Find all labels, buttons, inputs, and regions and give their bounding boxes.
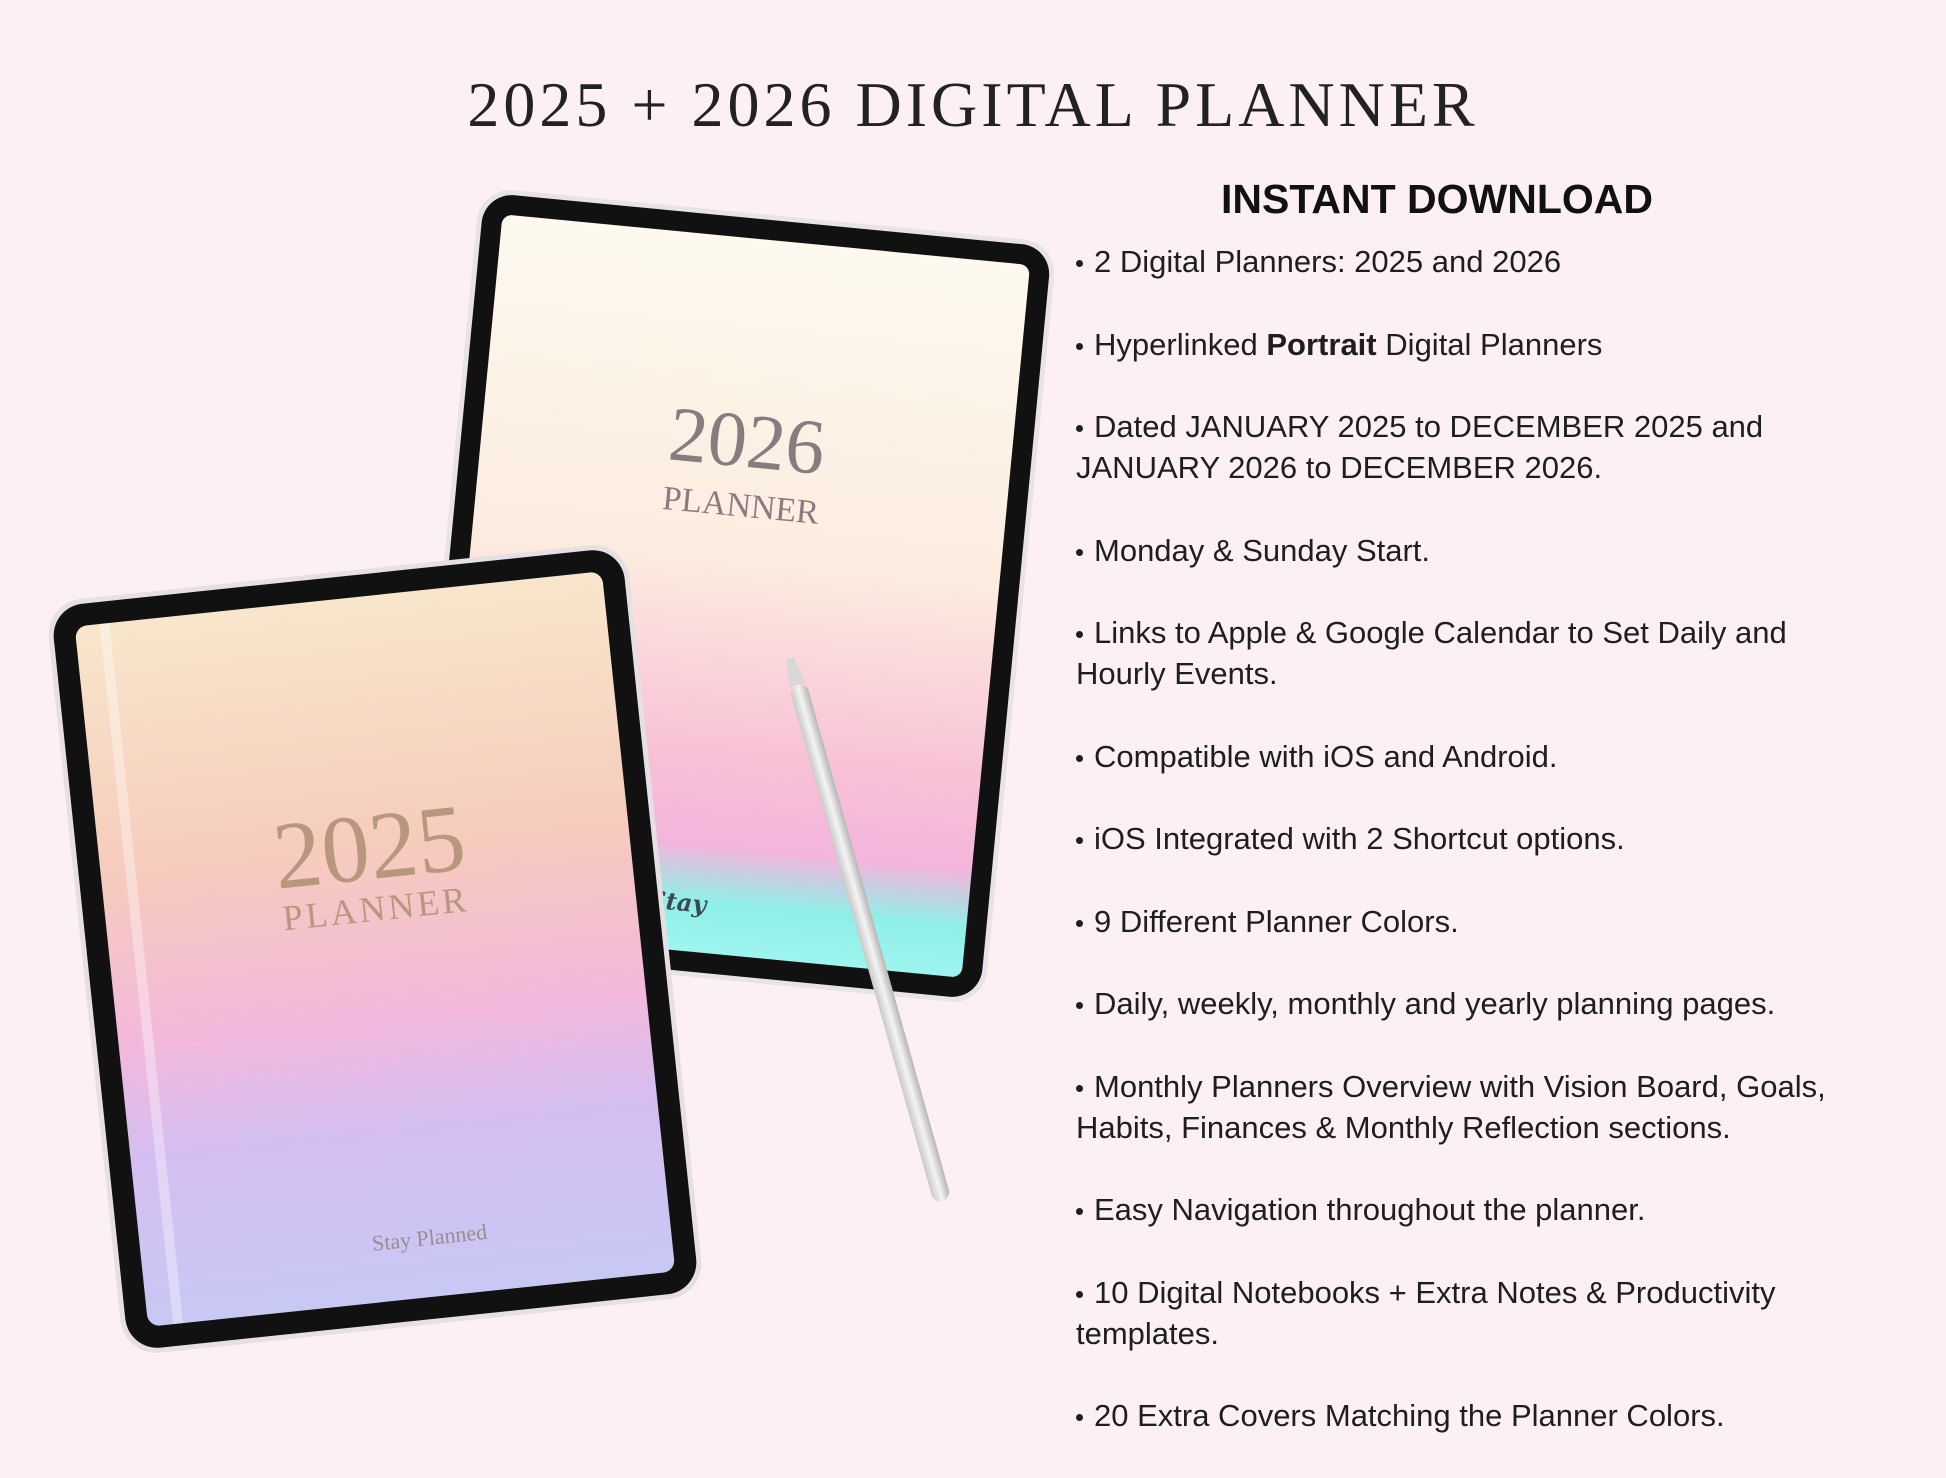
feature-item: Dated JANUARY 2025 to DECEMBER 2025 and J… [1076,406,1826,488]
cover-year: 2025 [268,783,470,909]
bold-text: Portrait [1266,326,1377,362]
bullet [1076,1414,1083,1421]
bullet [1076,1208,1083,1215]
feature-list: 2 Digital Planners: 2025 and 2026 Hyperli… [1076,241,1826,1478]
feature-item: Monthly Planners Overview with Vision Bo… [1076,1066,1826,1148]
feature-text: Links to Apple & Google Calendar to Set … [1094,615,1787,650]
feature-item: Links to Apple & Google Calendar to Set … [1076,612,1826,694]
feature-item: Hyperlinked Portrait Digital Planners [1076,324,1826,365]
feature-text: templates. [1076,1315,1220,1351]
feature-text: 10 Digital Notebooks + Extra Notes & Pro… [1094,1274,1776,1310]
tablet-2025: 2025 PLANNER Stay Planned [48,545,702,1353]
feature-text: Habits, Finances & Monthly Reflection se… [1076,1109,1731,1145]
feature-text: iOS Integrated with 2 Shortcut options. [1094,821,1625,856]
feature-text: JANUARY 2026 to DECEMBER 2026. [1076,450,1603,485]
feature-item: 20 Extra Covers Matching the Planner Col… [1076,1395,1826,1436]
feature-text: Monthly Planners Overview with Vision Bo… [1094,1068,1826,1104]
bullet [1076,1290,1083,1298]
text-segment: Digital Planners [1385,326,1603,362]
bullet [1076,548,1083,556]
stylus [786,656,950,1202]
feature-item: Daily, weekly, monthly and yearly planni… [1076,983,1826,1024]
bullet [1076,1002,1083,1009]
feature-text: 20 Extra Covers Matching the Planner Col… [1094,1398,1725,1433]
bullet [1076,919,1083,927]
page-title: 2025 + 2026 DIGITAL PLANNER [467,69,1479,140]
feature-item: Easy Navigation throughout the planner. [1076,1189,1826,1230]
bullet [1076,260,1083,267]
feature-text: Easy Navigation throughout the planner. [1094,1192,1646,1227]
text-segment: Hyperlinked [1094,326,1258,362]
feature-text: 9 Different Planner Colors. [1094,903,1459,939]
feature-text: 2 Digital Planners: 2025 and 2026 [1094,244,1562,279]
bullet [1076,342,1083,350]
feature-text: Compatible with iOS and Android. [1094,738,1558,774]
bullet [1076,837,1083,844]
tablet-illustration: 2026 PLANNER Stay 2025 PLANNER Stay Plan… [48,190,1055,1353]
feature-item: 9 Different Planner Colors. [1076,901,1826,942]
bullet [1076,754,1083,762]
feature-item: Compatible with iOS and Android. [1076,736,1826,777]
features-heading: INSTANT DOWNLOAD [1221,176,1653,222]
bullet [1076,425,1083,432]
bullet [1076,631,1083,638]
feature-item: Monday & Sunday Start. [1076,530,1826,571]
feature-text: Monday & Sunday Start. [1094,532,1431,568]
bullet [1076,1084,1083,1092]
feature-text: Daily, weekly, monthly and yearly planni… [1094,986,1776,1021]
feature-item: iOS Integrated with 2 Shortcut options. [1076,818,1826,859]
feature-item: 2 Digital Planners: 2025 and 2026 [1076,241,1826,282]
feature-item: 10 Digital Notebooks + Extra Notes & Pro… [1076,1272,1826,1354]
cover-year: 2026 [665,389,829,491]
feature-text: Dated JANUARY 2025 to DECEMBER 2025 and [1094,409,1764,444]
feature-text: Hourly Events. [1076,656,1278,691]
feature-text: Hyperlinked Portrait Digital Planners [1076,324,1826,365]
